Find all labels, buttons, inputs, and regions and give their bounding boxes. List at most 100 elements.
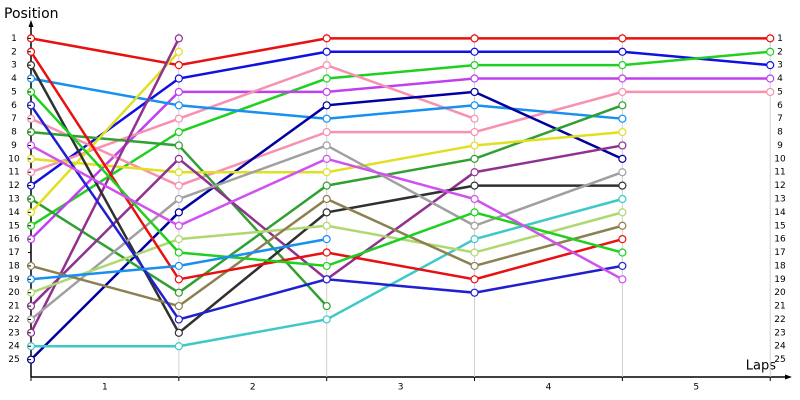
- y-axis-title: Position: [4, 6, 59, 22]
- y-tick-label-right: 20: [774, 288, 786, 298]
- y-tick-label-right: 22: [774, 315, 785, 325]
- point: [174, 235, 183, 244]
- y-tick-label-right: 14: [774, 208, 786, 218]
- point: [322, 275, 331, 284]
- y-tick-label-right: 19: [774, 275, 786, 285]
- point: [470, 101, 479, 110]
- point: [470, 141, 479, 150]
- point: [470, 248, 479, 257]
- y-tick-label-right: 6: [777, 101, 783, 111]
- series-line: [30, 50, 771, 187]
- point: [174, 288, 183, 297]
- y-tick-label: 23: [8, 328, 19, 338]
- y-tick-label: 8: [11, 128, 17, 138]
- y-tick-label: 6: [11, 101, 17, 111]
- point: [322, 47, 331, 56]
- point: [470, 275, 479, 284]
- y-tick-label: 2: [11, 47, 17, 57]
- point: [618, 208, 627, 217]
- point: [322, 154, 331, 163]
- point: [766, 61, 775, 70]
- point: [322, 61, 331, 70]
- point: [322, 87, 331, 97]
- y-tick-label: 14: [8, 208, 20, 218]
- y-tick-label: 13: [8, 194, 19, 204]
- point: [174, 141, 183, 150]
- point: [174, 208, 183, 217]
- point: [618, 168, 627, 177]
- point: [174, 342, 183, 351]
- series-line: [30, 37, 771, 67]
- point: [766, 34, 775, 43]
- point: [618, 194, 627, 204]
- point: [766, 87, 775, 97]
- point: [766, 74, 775, 83]
- point: [174, 114, 183, 123]
- y-tick-label: 4: [11, 74, 17, 84]
- x-axis-title: Laps: [746, 359, 776, 374]
- point: [470, 235, 479, 244]
- y-tick-label-right: 12: [774, 181, 785, 191]
- y-tick-label: 16: [8, 235, 20, 245]
- point: [322, 208, 331, 217]
- point: [322, 127, 331, 137]
- point: [174, 275, 183, 284]
- point: [174, 101, 183, 110]
- y-tick-label: 24: [8, 342, 20, 352]
- y-tick-label: 18: [8, 261, 20, 271]
- point: [618, 141, 627, 150]
- point: [322, 301, 331, 311]
- point: [618, 181, 627, 190]
- y-tick-label-right: 15: [774, 221, 785, 231]
- point: [174, 261, 183, 271]
- point: [618, 61, 627, 70]
- series-line: [30, 50, 180, 214]
- y-tick-label-right: 9: [777, 141, 783, 151]
- point: [470, 181, 479, 190]
- point: [322, 101, 331, 110]
- point: [618, 101, 627, 110]
- y-tick-label: 3: [11, 61, 17, 71]
- point: [470, 127, 479, 137]
- point: [618, 127, 627, 137]
- point: [174, 315, 183, 324]
- point: [470, 61, 479, 70]
- y-tick-label: 1: [11, 34, 17, 44]
- point: [174, 168, 183, 177]
- point: [322, 235, 331, 244]
- point: [322, 181, 331, 190]
- point: [470, 34, 479, 43]
- series-line: [30, 63, 475, 174]
- y-tick-label: 15: [8, 221, 19, 231]
- point: [618, 154, 627, 163]
- point: [618, 221, 627, 230]
- y-tick-label: 11: [8, 168, 19, 178]
- y-tick-label-right: 18: [774, 261, 786, 271]
- point: [618, 74, 627, 83]
- point: [174, 181, 183, 190]
- y-tick-label-right: 2: [777, 47, 783, 57]
- y-axis-arrow: [28, 20, 34, 27]
- x-tick-label: 1: [102, 383, 108, 393]
- point: [470, 261, 479, 271]
- y-tick-label-right: 16: [774, 235, 786, 245]
- point: [470, 47, 479, 56]
- point: [470, 221, 479, 230]
- point: [322, 248, 331, 257]
- point: [470, 87, 479, 97]
- point: [766, 47, 775, 56]
- y-tick-label-right: 7: [777, 114, 783, 124]
- x-tick-label: 4: [546, 383, 552, 393]
- y-tick-label-right: 8: [777, 128, 783, 138]
- y-tick-label-right: 4: [777, 74, 783, 84]
- y-tick-label: 9: [11, 141, 17, 151]
- point: [618, 235, 627, 244]
- point: [174, 194, 183, 204]
- y-tick-label: 7: [11, 114, 17, 124]
- series-line: [30, 50, 771, 227]
- point: [470, 168, 479, 177]
- point: [322, 141, 331, 150]
- y-tick-label: 5: [11, 87, 17, 97]
- point: [174, 47, 183, 56]
- point: [618, 114, 627, 123]
